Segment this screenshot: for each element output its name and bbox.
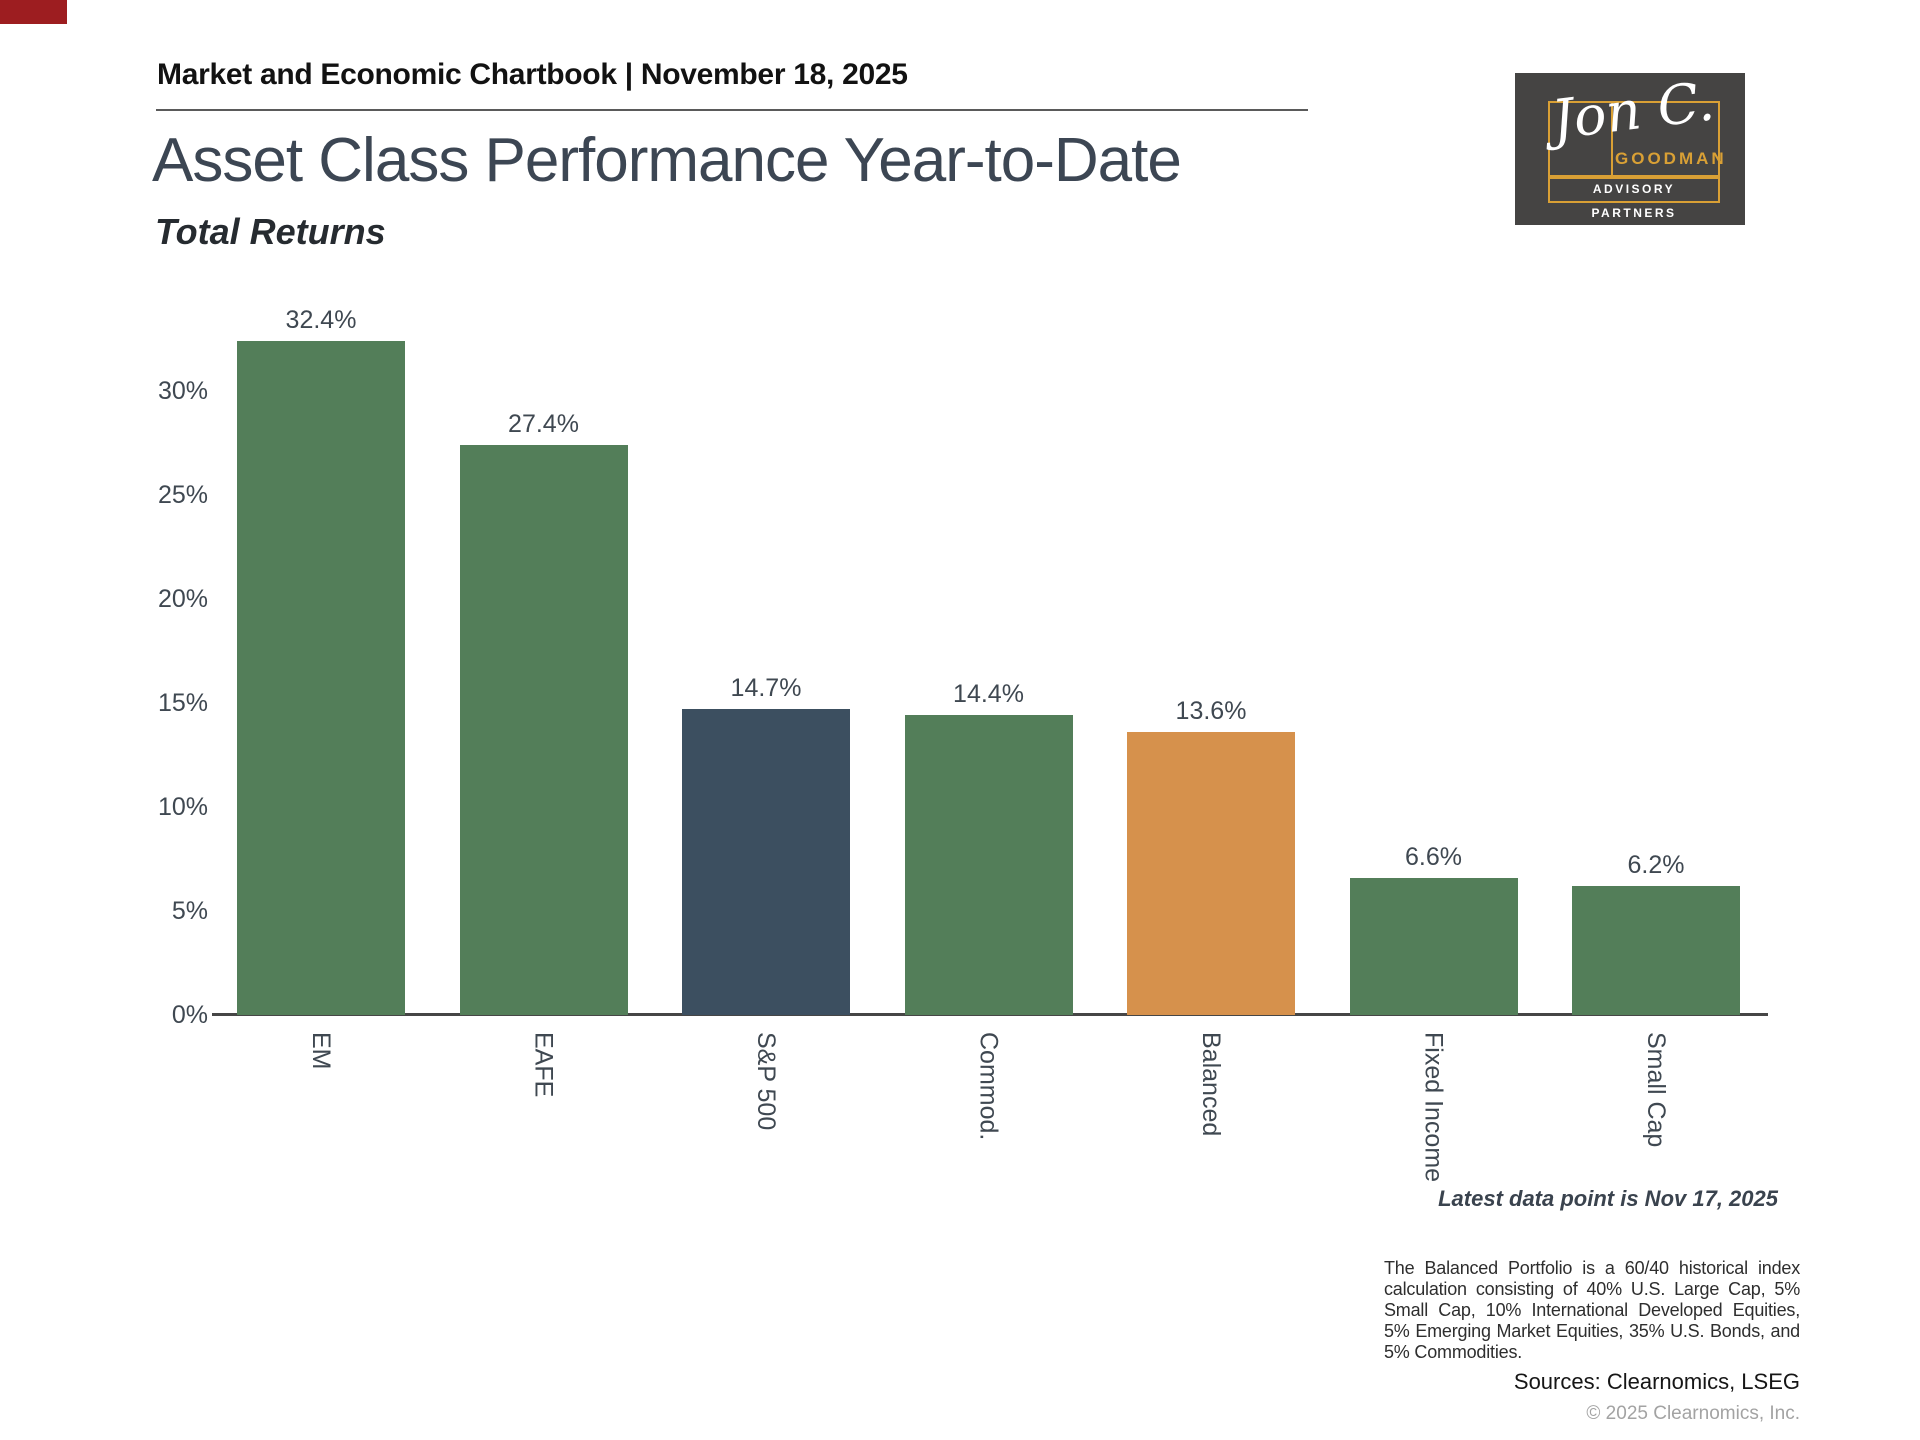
bar-value-label: 6.6% bbox=[1405, 843, 1462, 871]
x-axis-category-label: EAFE bbox=[529, 1032, 558, 1098]
header-divider bbox=[156, 109, 1308, 111]
x-axis-category-label: Small Cap bbox=[1642, 1032, 1670, 1148]
corner-accent-mark bbox=[0, 0, 67, 24]
y-axis-tick-label: 15% bbox=[157, 689, 208, 717]
bar-value-label: 27.4% bbox=[508, 410, 579, 438]
y-axis-tick-label: 5% bbox=[171, 897, 208, 925]
bar-commod- bbox=[904, 715, 1073, 1015]
copyright-line: © 2025 Clearnomics, Inc. bbox=[1586, 1403, 1800, 1424]
page-title: Asset Class Performance Year-to-Date bbox=[152, 126, 1182, 195]
latest-data-note: Latest data point is Nov 17, 2025 bbox=[1438, 1186, 1778, 1211]
y-axis-tick-label: 10% bbox=[157, 793, 208, 821]
y-axis-tick-label: 20% bbox=[157, 585, 208, 613]
y-axis-tick-label: 25% bbox=[157, 481, 208, 509]
bar-balanced bbox=[1127, 732, 1295, 1015]
x-axis-category-label: Fixed Income bbox=[1419, 1032, 1448, 1183]
bar-value-label: 13.6% bbox=[1175, 697, 1247, 725]
bar-value-label: 14.7% bbox=[730, 674, 802, 702]
logo-frame-divider bbox=[1611, 101, 1613, 177]
bar-value-label: 6.2% bbox=[1627, 851, 1685, 879]
bar-s-p-500 bbox=[682, 709, 850, 1015]
advisor-logo: GOODMAN ADVISORY PARTNERS Jon C. bbox=[1515, 69, 1745, 225]
bar-value-label: 14.4% bbox=[953, 680, 1024, 708]
page-subtitle: Total Returns bbox=[155, 211, 386, 252]
y-axis-tick-label: 0% bbox=[171, 1001, 208, 1029]
x-axis-category-label: Commod. bbox=[974, 1032, 1003, 1141]
bar-em bbox=[237, 341, 405, 1015]
chartbook-kicker: Market and Economic Chartbook | November… bbox=[157, 58, 908, 91]
sources-line: Sources: Clearnomics, LSEG bbox=[1513, 1369, 1800, 1394]
bar-fixed-income bbox=[1349, 878, 1518, 1015]
x-axis-category-label: Balanced bbox=[1197, 1032, 1225, 1137]
bar-value-label: 32.4% bbox=[285, 306, 357, 334]
logo-tagline: ADVISORY PARTNERS bbox=[1591, 182, 1677, 220]
logo-name: GOODMAN bbox=[1615, 149, 1727, 168]
x-axis-category-label: S&P 500 bbox=[752, 1032, 780, 1131]
x-axis-category-label: EM bbox=[307, 1032, 335, 1070]
balanced-portfolio-footnote: The Balanced Portfolio is a 60/40 histor… bbox=[1384, 1258, 1800, 1362]
bar-eafe bbox=[459, 445, 628, 1015]
bar-small-cap bbox=[1572, 886, 1740, 1015]
y-axis-tick-label: 30% bbox=[157, 377, 208, 405]
logo-frame-bottom bbox=[1548, 177, 1720, 203]
logo-frame-top bbox=[1548, 101, 1720, 177]
